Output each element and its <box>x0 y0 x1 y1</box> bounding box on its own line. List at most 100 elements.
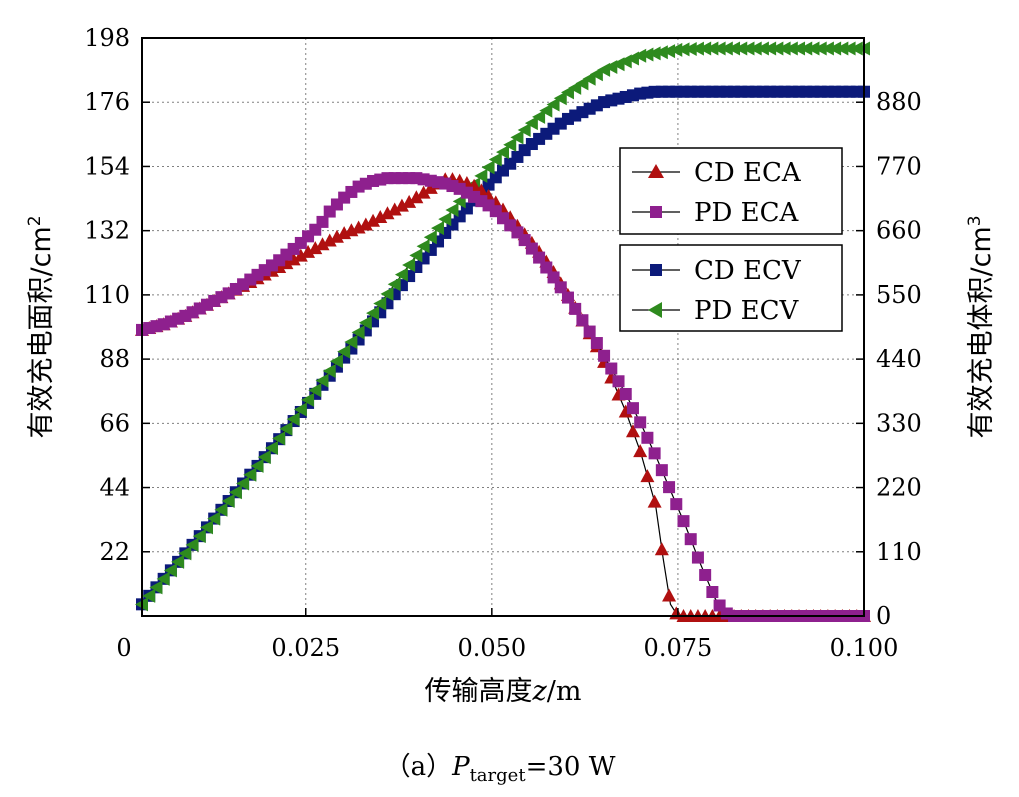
caption-sub: target <box>470 765 527 786</box>
data-point <box>770 41 784 56</box>
data-point <box>576 314 589 327</box>
y-left-tick-label: 66 <box>99 409 130 437</box>
data-point <box>380 286 394 301</box>
y-left-axis-title: 有效充电面积/cm2 <box>25 215 57 438</box>
data-point <box>784 41 798 56</box>
data-point <box>496 145 509 160</box>
data-point <box>517 123 531 138</box>
data-point <box>540 261 553 274</box>
data-point <box>525 242 538 255</box>
data-point <box>149 580 163 595</box>
data-point <box>244 273 257 286</box>
data-point <box>322 233 337 247</box>
data-point <box>719 41 733 56</box>
data-point <box>417 252 430 265</box>
figure-caption: （a）Ptarget=30 W <box>385 752 616 786</box>
data-point <box>221 494 235 509</box>
data-point <box>315 373 329 388</box>
data-point <box>243 467 257 482</box>
data-point <box>569 302 582 315</box>
data-point <box>308 241 323 255</box>
data-point <box>663 481 676 494</box>
data-point <box>293 402 307 417</box>
data-point <box>647 494 662 508</box>
data-point <box>257 450 271 465</box>
data-point <box>366 306 380 321</box>
data-point <box>619 388 632 401</box>
data-point <box>641 431 654 444</box>
data-point <box>358 217 373 231</box>
data-point <box>344 335 358 350</box>
y-left-tick-label: 176 <box>84 88 130 116</box>
data-point <box>662 588 677 602</box>
x-tick-label: 0.025 <box>271 634 340 662</box>
y-left-tick-label: 88 <box>99 345 130 373</box>
data-point <box>554 117 567 130</box>
data-point <box>329 229 344 243</box>
data-point <box>820 41 834 56</box>
y-left-axis-title-main: 有效充电面积/cm <box>26 226 57 438</box>
data-point <box>272 431 286 446</box>
y-left-tick-label: 110 <box>84 281 130 309</box>
caption-prefix: （a） <box>385 752 453 782</box>
legend-eca: CD ECA PD ECA <box>619 147 843 235</box>
series-line <box>141 177 864 617</box>
data-point <box>633 444 648 458</box>
y-right-tick-label: 880 <box>876 88 922 116</box>
data-point <box>474 168 488 183</box>
data-point <box>699 569 712 582</box>
data-point <box>706 586 719 599</box>
data-point <box>431 221 445 236</box>
data-point <box>337 344 351 359</box>
data-point <box>171 554 185 569</box>
data-point <box>633 48 647 63</box>
data-point <box>583 325 596 338</box>
x-tick-label: 0.050 <box>457 634 526 662</box>
data-point <box>503 137 517 152</box>
data-point <box>207 511 221 526</box>
y-left-tick-label: 132 <box>84 217 130 245</box>
data-point <box>547 271 560 284</box>
data-point <box>634 416 647 429</box>
y-right-axis-title: 有效充电体积/cm3 <box>965 215 997 438</box>
data-point <box>504 157 517 170</box>
data-point <box>561 291 574 304</box>
data-point <box>842 41 856 56</box>
data-point <box>670 498 683 511</box>
data-point <box>684 533 697 546</box>
data-point <box>445 203 459 218</box>
caption-value: =30 W <box>526 752 616 782</box>
data-point <box>598 349 611 362</box>
data-point <box>691 551 704 564</box>
data-point <box>199 520 213 535</box>
data-point <box>178 546 192 561</box>
data-point <box>539 103 553 118</box>
y-right-tick-label: 330 <box>876 409 922 437</box>
data-point <box>293 248 308 262</box>
y-right-tick-label: 110 <box>876 538 922 566</box>
y-right-tick-label: 0 <box>876 602 891 630</box>
data-point <box>748 41 762 56</box>
data-point <box>625 424 640 438</box>
data-point <box>640 469 655 483</box>
data-point <box>655 464 668 477</box>
data-point <box>654 45 668 60</box>
data-point <box>416 185 431 199</box>
data-point <box>301 244 316 258</box>
y-right-tick-label: 550 <box>876 281 922 309</box>
data-point <box>618 404 633 418</box>
series-line <box>141 177 864 617</box>
legend-label-pd-ecv: PD ECV <box>694 296 799 326</box>
data-point <box>373 296 387 311</box>
data-point <box>488 152 502 167</box>
data-point <box>481 160 495 175</box>
data-point <box>755 41 769 56</box>
y-right-tick-label: 220 <box>876 474 922 502</box>
data-point <box>214 502 228 517</box>
y-left-axis-title-sup: 2 <box>25 215 45 226</box>
data-point <box>524 116 538 131</box>
series-pd-eca <box>136 172 870 622</box>
data-point <box>366 213 381 227</box>
data-point <box>286 252 301 266</box>
data-point <box>423 180 438 194</box>
